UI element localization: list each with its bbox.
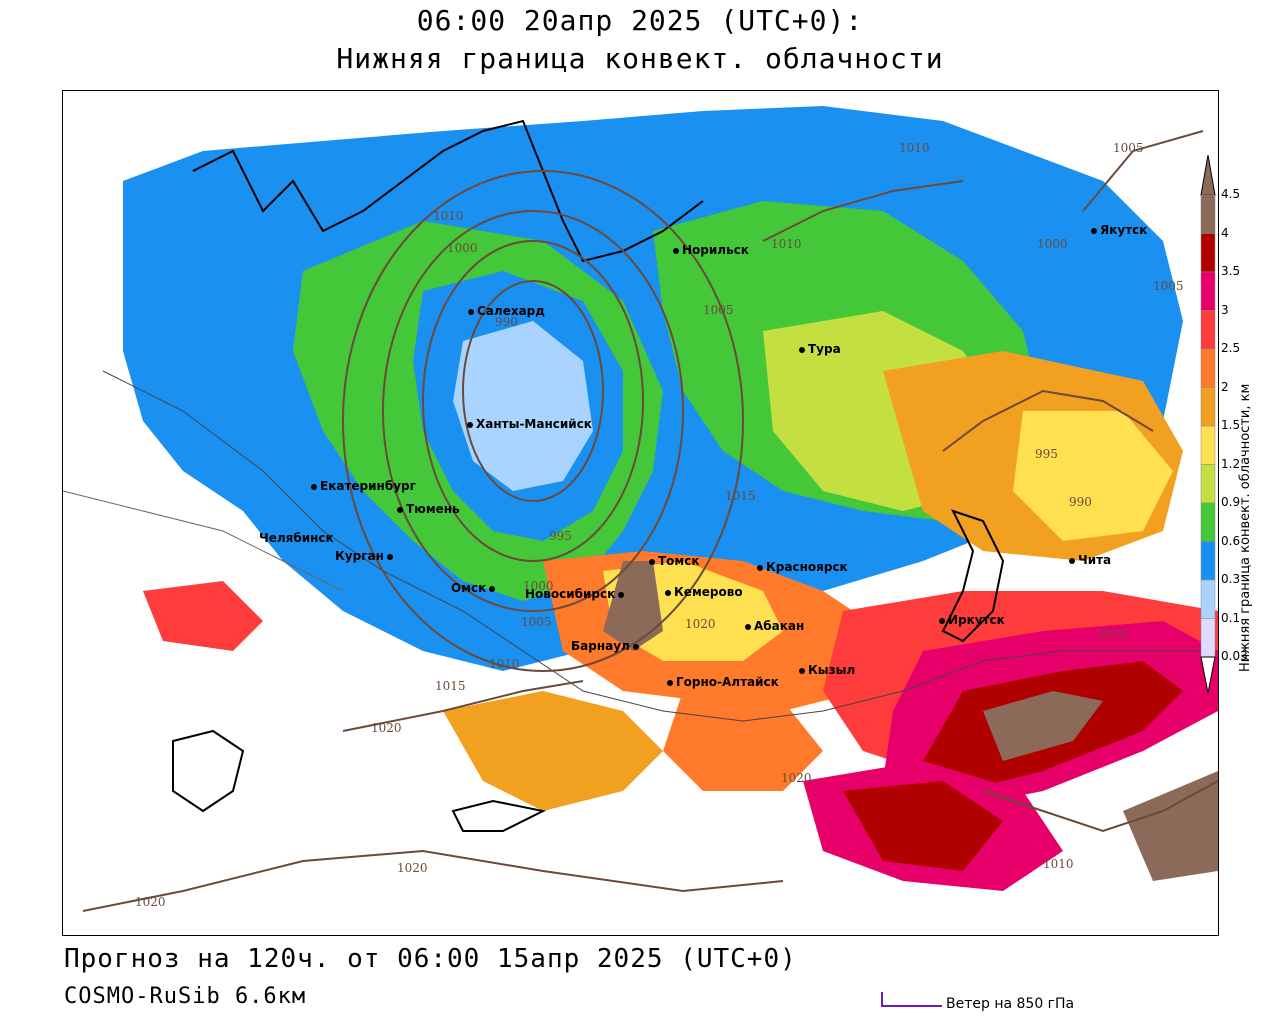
isobar-label: 1015 [435, 679, 466, 693]
city-label: Иркутск [939, 613, 1005, 627]
legend-swatch [1200, 194, 1216, 234]
color-legend: 4.5 4 3.5 3 2.5 2 1.5 1.2 0.9 0.6 0.3 0.1 0.03 [1199, 154, 1269, 695]
city-label: Екатеринбург [311, 479, 416, 493]
city-label: Салехард [468, 304, 545, 318]
city-label: Тюмень [397, 502, 460, 516]
city-label: Норильск [673, 243, 749, 257]
legend-swatch [1200, 310, 1216, 350]
legend-tick-label: 0.03 [1221, 649, 1248, 663]
city-label: Томск [649, 554, 700, 568]
isobar-label: 1010 [489, 657, 520, 671]
legend-tick-label: 2 [1221, 379, 1229, 394]
isobar-label: 1020 [371, 721, 402, 735]
legend-swatch [1200, 271, 1216, 311]
wind-legend-label: Ветер на 850 гПа [946, 996, 1075, 1012]
isobars [82, 130, 1218, 912]
city-label: Кемерово [665, 585, 743, 599]
isobar-label: 1010 [433, 209, 464, 223]
isobar-label: 990 [1069, 495, 1092, 509]
isobar-label: 1010 [1097, 627, 1128, 641]
legend-tick-label: 0.3 [1221, 572, 1241, 586]
map-subtitle: Нижняя граница конвект. облачности [336, 42, 944, 75]
borders [63, 119, 1218, 832]
isobar-label: 1000 [523, 579, 554, 593]
forecast-info: Прогноз на 120ч. от 06:00 15апр 2025 (UT… [64, 944, 797, 974]
legend-tick-label: 3 [1221, 302, 1229, 317]
legend-swatch [1200, 348, 1216, 388]
legend-top-arrow [1200, 154, 1216, 196]
city-label: Тура [799, 342, 841, 356]
legend-swatch [1200, 618, 1216, 658]
isobar-label: 1020 [135, 895, 166, 909]
wind-barb-icon [881, 992, 942, 1007]
isobar-label: 1005 [1113, 141, 1144, 155]
isobar-label: 1000 [447, 241, 478, 255]
city-label: Кызыл [799, 663, 855, 677]
isobar-label: 1005 [521, 615, 552, 629]
legend-tick-label: 4.5 [1221, 187, 1241, 201]
city-label: Абакан [745, 619, 804, 633]
isobar-label: 1020 [397, 861, 428, 875]
city-label: Челябинск [259, 531, 334, 545]
legend-tick-label: 1.5 [1221, 418, 1241, 432]
city-label: Чита [1069, 553, 1111, 567]
forecast-map: Норильск Якутск Салехард Тура Ханты-Манс… [62, 90, 1219, 936]
isobar-label: 990 [495, 315, 518, 329]
isobar-label: 1010 [771, 237, 802, 251]
isobar-label: 995 [1035, 447, 1058, 461]
legend-swatch [1200, 464, 1216, 504]
legend-tick-label: 0.9 [1221, 495, 1241, 509]
legend-swatch [1200, 233, 1216, 273]
legend-bottom-arrow [1200, 656, 1216, 694]
model-name: COSMO-RuSib 6.6км [64, 984, 307, 1009]
city-label: Ханты-Мансийск [467, 417, 592, 431]
isobar-label: 1020 [781, 771, 812, 785]
map-canvas [63, 106, 1218, 912]
legend-swatch [1200, 541, 1216, 581]
city-label: Барнаул [571, 639, 642, 653]
isobar-label: 995 [549, 529, 572, 543]
isobar-label: 1000 [1037, 237, 1068, 251]
isobar-label: 1010 [899, 141, 930, 155]
legend-swatch [1200, 387, 1216, 427]
cloud-fields [123, 106, 1218, 891]
city-label: Якутск [1091, 223, 1147, 237]
city-label: Горно-Алтайск [667, 675, 779, 689]
legend-swatch [1200, 502, 1216, 542]
isobar-label: 1005 [1153, 279, 1184, 293]
legend-colorbar [1200, 154, 1216, 694]
legend-title: Нижняя граница конвект. облачности, км [1238, 383, 1253, 672]
legend-tick-label: 2.5 [1221, 341, 1241, 355]
wind-legend: Ветер на 850 гПа [880, 988, 1140, 1016]
legend-tick-label: 1.2 [1221, 456, 1241, 471]
legend-tick-label: 0.1 [1221, 610, 1241, 625]
isobar-label: 1010 [1043, 857, 1074, 871]
city-label: Курган [335, 549, 396, 563]
legend-swatch [1200, 425, 1216, 465]
legend-tick-label: 4 [1221, 225, 1229, 240]
city-label: Омск [451, 581, 498, 595]
map-title: 06:00 20апр 2025 (UTC+0): [416, 4, 864, 37]
legend-tick-label: 0.6 [1221, 533, 1241, 548]
isobar-label: 1020 [685, 617, 716, 631]
city-label: Красноярск [757, 560, 848, 574]
isobar-label: 1005 [703, 303, 734, 317]
city-label: Новосибирск [525, 587, 627, 601]
isobar-label: 1015 [725, 489, 756, 503]
legend-swatch [1200, 579, 1216, 619]
legend-tick-label: 3.5 [1221, 264, 1241, 278]
